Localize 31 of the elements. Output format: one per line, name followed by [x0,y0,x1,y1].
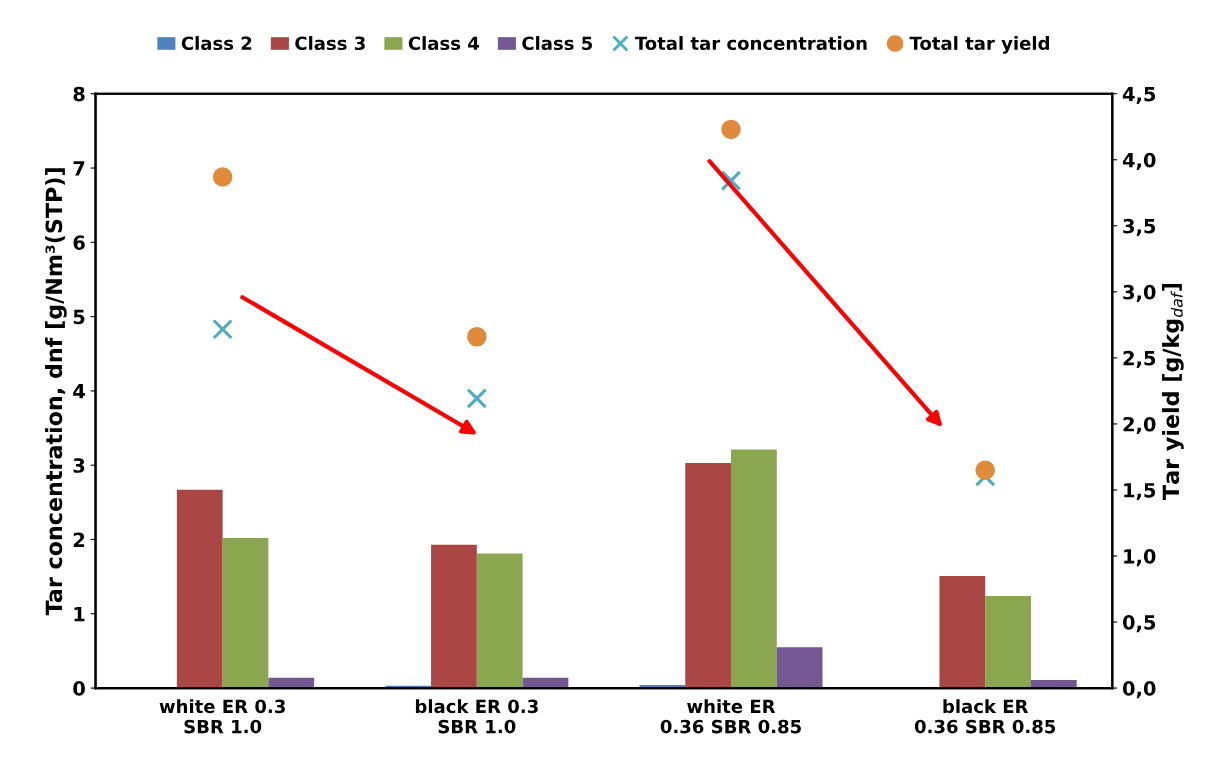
legend-label: Total tar yield [909,36,1049,54]
legend-label: Class 4 [408,36,479,51]
legend-label: Class 5 [522,36,593,51]
y-tick-label: 8 [73,86,85,102]
y-tick-label: 3 [73,458,85,473]
y-tick-label: 6 [73,235,85,250]
y2-tick-label: 2,0 [1123,416,1156,435]
y2-tick-label: 4,0 [1122,152,1156,170]
y2-tick-label: 3,0 [1123,284,1156,302]
y2-tick-label: 1,5 [1124,483,1156,501]
x-tick-label: black ER 0.3 SBR 1.0 [415,699,538,734]
x-tick-label: white ER 0.3 SBR 1.0 [159,699,285,734]
y-tick-label: 5 [73,309,85,325]
legend-label: Total tar concentration [634,36,867,51]
y2-tick-label: 2,5 [1123,350,1156,369]
legend-label: Class 2 [181,36,252,51]
y-tick-label: 2 [73,532,85,547]
y2-tick-label: 0,0 [1122,681,1156,699]
y2-axis-title: Tar yield [g/kg$_{daf}$] [1162,283,1184,500]
legend-label: Class 3 [295,36,365,51]
y-tick-label: 7 [73,161,85,176]
y-axis-title: Tar concentration, dnf [g/Nm³(STP)] [45,168,67,616]
y2-tick-label: 4,5 [1122,86,1156,104]
y2-tick-label: 1,0 [1124,548,1156,567]
y-tick-label: 1 [74,607,85,622]
y2-tick-label: 3,5 [1123,218,1156,236]
y-tick-label: 0 [73,681,85,696]
x-tick-label: white ER 0.36 SBR 0.85 [660,699,801,734]
x-tick-label: black ER 0.36 SBR 0.85 [914,699,1056,734]
y2-tick-label: 0,5 [1122,615,1156,633]
y-tick-label: 4 [73,384,85,399]
